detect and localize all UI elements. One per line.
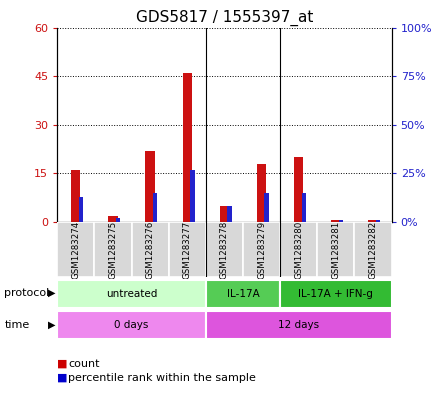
Bar <box>116 218 120 222</box>
FancyBboxPatch shape <box>57 222 94 277</box>
Text: IL-17A + IFN-g: IL-17A + IFN-g <box>298 289 373 299</box>
Text: GSM1283281: GSM1283281 <box>331 220 341 279</box>
FancyBboxPatch shape <box>132 222 169 277</box>
FancyBboxPatch shape <box>57 311 206 339</box>
Bar <box>301 193 306 222</box>
FancyBboxPatch shape <box>280 280 392 308</box>
Text: ■: ■ <box>57 373 68 383</box>
Bar <box>190 169 194 222</box>
Text: ■: ■ <box>57 358 68 369</box>
Bar <box>220 206 229 222</box>
Text: ▶: ▶ <box>48 320 56 330</box>
Bar <box>264 193 269 222</box>
FancyBboxPatch shape <box>280 222 317 277</box>
Text: GSM1283275: GSM1283275 <box>108 220 117 279</box>
Text: GSM1283278: GSM1283278 <box>220 220 229 279</box>
FancyBboxPatch shape <box>206 280 280 308</box>
Text: 0 days: 0 days <box>114 320 149 330</box>
Bar <box>376 220 380 222</box>
Text: count: count <box>68 358 100 369</box>
FancyBboxPatch shape <box>355 222 392 277</box>
Bar <box>79 197 83 222</box>
Bar <box>153 193 158 222</box>
Bar <box>227 206 232 222</box>
Text: untreated: untreated <box>106 289 157 299</box>
Bar <box>339 220 343 222</box>
Bar <box>146 151 155 222</box>
Text: ▶: ▶ <box>48 288 56 298</box>
Text: time: time <box>4 320 29 330</box>
FancyBboxPatch shape <box>206 311 392 339</box>
Bar <box>71 170 81 222</box>
Text: GSM1283282: GSM1283282 <box>369 220 378 279</box>
Text: GSM1283277: GSM1283277 <box>183 220 192 279</box>
Text: GSM1283276: GSM1283276 <box>146 220 154 279</box>
FancyBboxPatch shape <box>57 280 206 308</box>
Text: percentile rank within the sample: percentile rank within the sample <box>68 373 256 383</box>
Bar <box>368 220 378 222</box>
FancyBboxPatch shape <box>206 222 243 277</box>
Title: GDS5817 / 1555397_at: GDS5817 / 1555397_at <box>136 10 313 26</box>
FancyBboxPatch shape <box>169 222 206 277</box>
Text: GSM1283279: GSM1283279 <box>257 220 266 279</box>
Text: 12 days: 12 days <box>278 320 319 330</box>
Text: GSM1283274: GSM1283274 <box>71 220 80 279</box>
Bar <box>183 73 192 222</box>
FancyBboxPatch shape <box>94 222 132 277</box>
FancyBboxPatch shape <box>317 222 355 277</box>
Bar <box>257 163 266 222</box>
Text: protocol: protocol <box>4 288 50 298</box>
Bar <box>108 215 117 222</box>
Text: IL-17A: IL-17A <box>227 289 259 299</box>
Bar <box>331 220 341 222</box>
FancyBboxPatch shape <box>243 222 280 277</box>
Text: GSM1283280: GSM1283280 <box>294 220 303 279</box>
Bar <box>294 157 303 222</box>
